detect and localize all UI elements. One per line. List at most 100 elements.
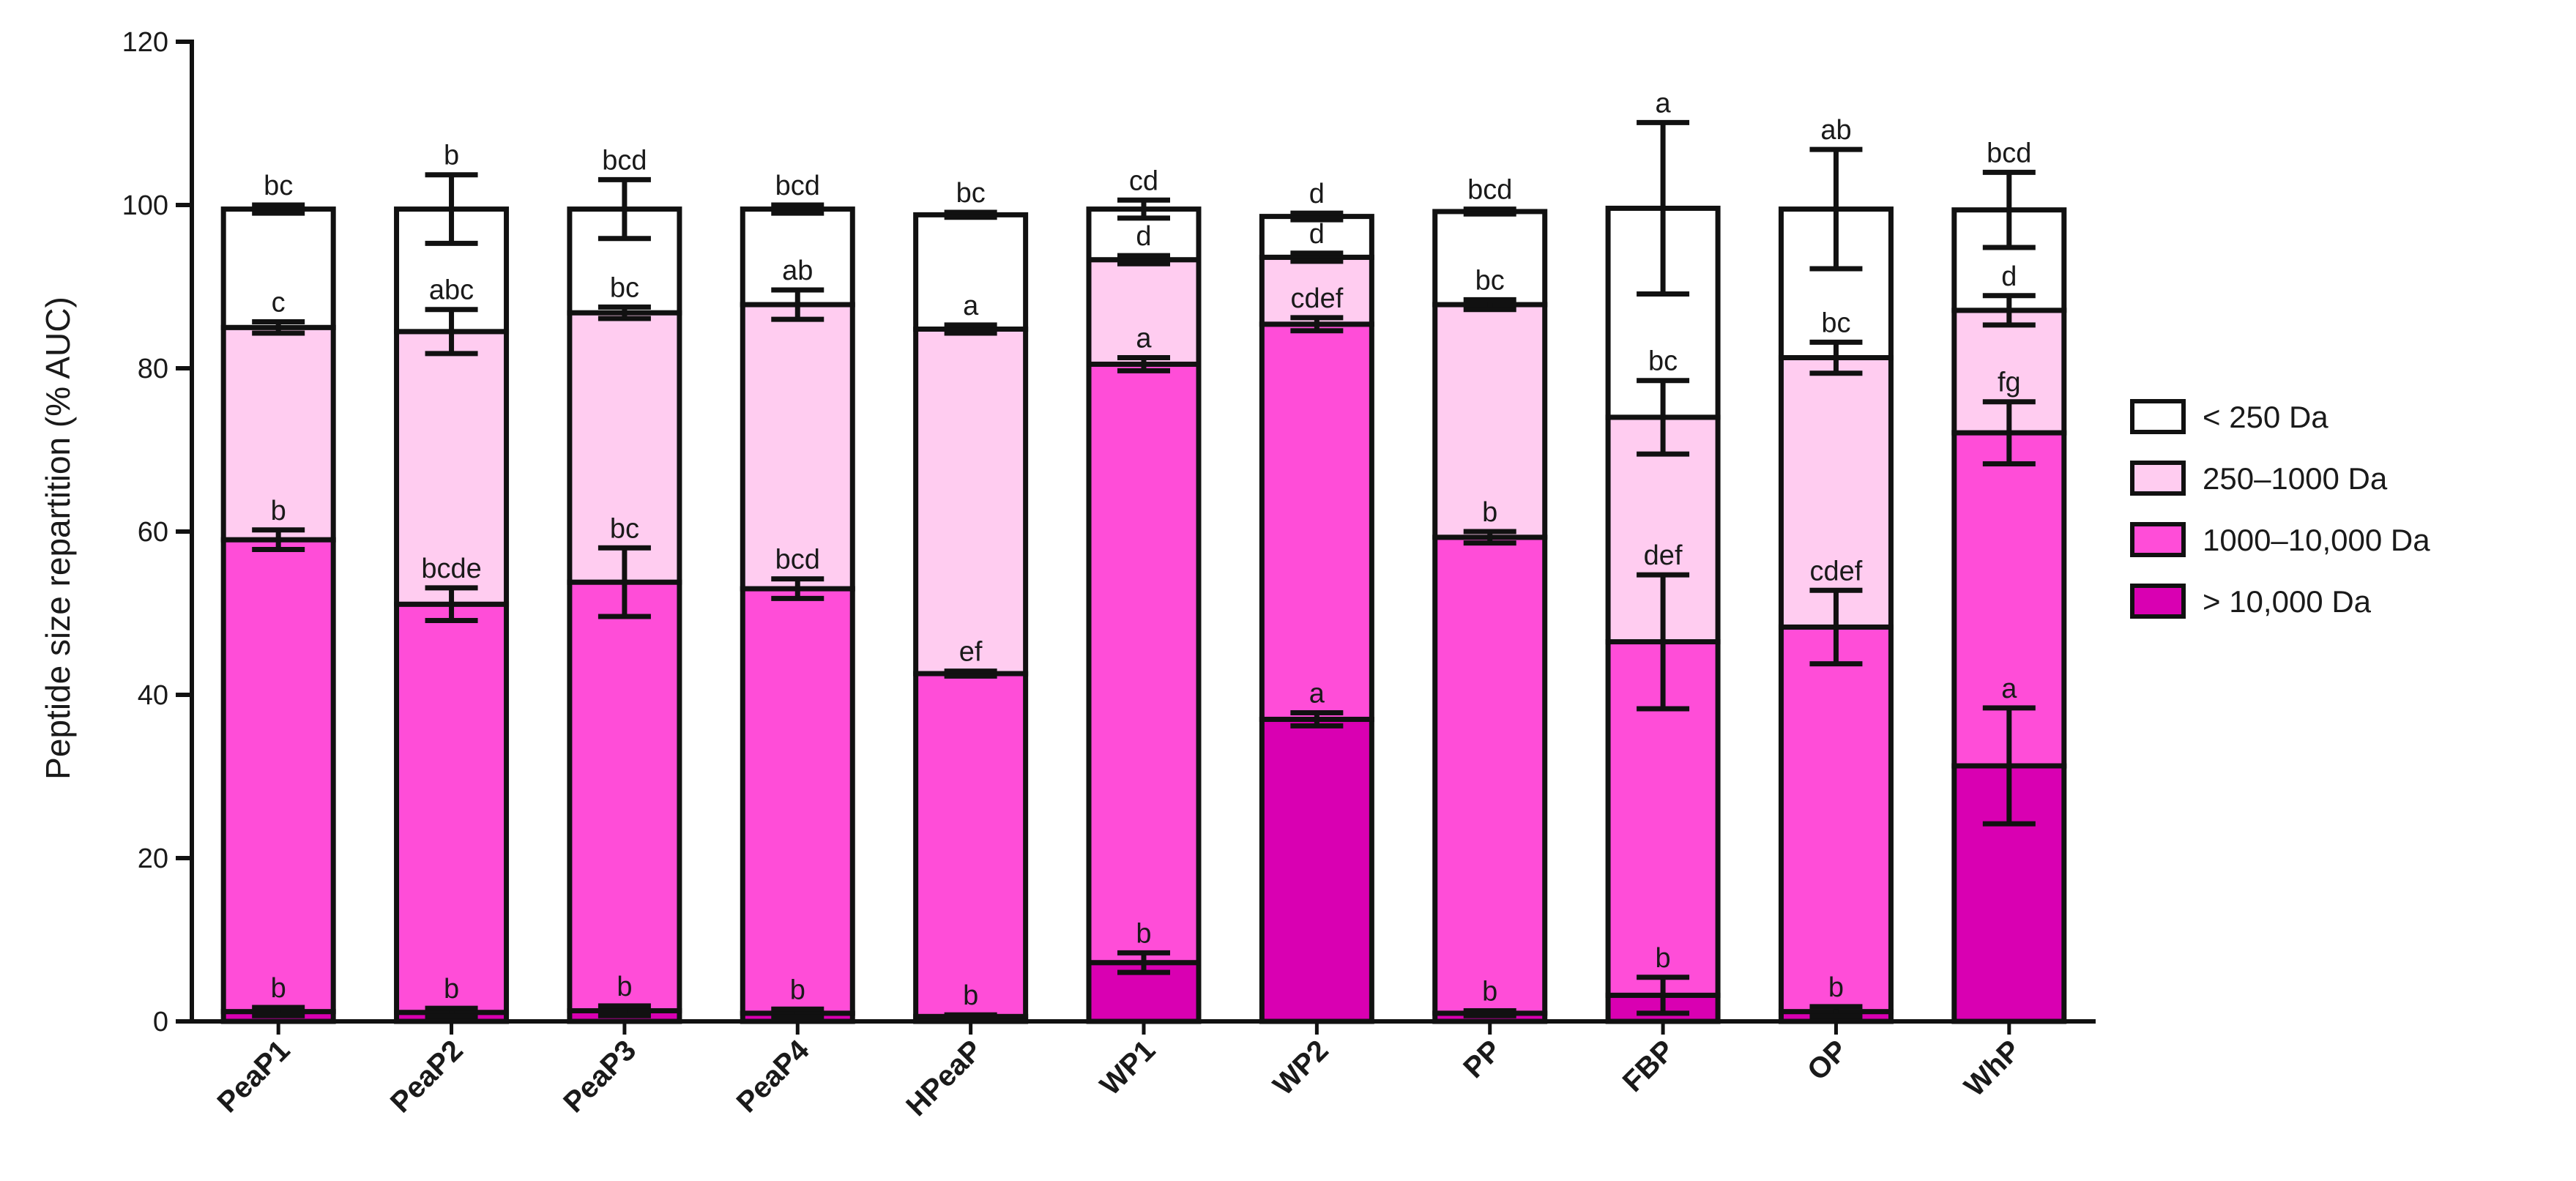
- bar-segment: [220, 537, 336, 1015]
- bar-segment: [913, 326, 1029, 677]
- significance-label: a: [1136, 324, 1152, 354]
- significance-label: bc: [610, 272, 639, 303]
- significance-label: abc: [429, 275, 474, 306]
- significance-label: bcde: [421, 554, 481, 584]
- y-axis-label: Peptide size repartition (% AUC): [39, 297, 77, 780]
- bar-group-WP2: a cdef dd: [1259, 179, 1374, 1024]
- significance-label: b: [1656, 943, 1671, 974]
- bar-segment: [740, 586, 855, 1016]
- significance-label: bc: [264, 171, 293, 201]
- significance-label: d: [1309, 219, 1325, 250]
- bar-segment: [567, 579, 682, 1014]
- y-tick-label: 20: [138, 843, 168, 874]
- significance-label: fg: [1998, 368, 2021, 398]
- significance-label: b: [963, 980, 978, 1011]
- bar-group-PeaP3: b bc bc bcd: [567, 145, 682, 1024]
- bar-group-WP1: b a d cd: [1086, 165, 1202, 1024]
- significance-label: bcd: [775, 545, 820, 575]
- bar-segment: [394, 601, 510, 1016]
- bar-group-OP: b cdef bc ab: [1778, 115, 1894, 1024]
- significance-label: b: [1828, 972, 1844, 1003]
- bar-group-FBP: b def bc a: [1605, 88, 1721, 1024]
- significance-label: bcd: [1467, 175, 1512, 206]
- significance-label: ef: [959, 637, 983, 668]
- significance-label: b: [617, 972, 632, 1002]
- x-tick-label: WhP: [1958, 1034, 2027, 1103]
- y-tick-label: 100: [122, 190, 168, 221]
- x-tick-label: PeaP4: [731, 1034, 816, 1119]
- significance-label: c: [272, 287, 286, 318]
- legend-label: < 250 Da: [2203, 400, 2329, 434]
- bar-segment: [913, 212, 1029, 332]
- bar-segment: [913, 671, 1029, 1019]
- significance-label: ab: [782, 256, 813, 286]
- significance-label: b: [1136, 918, 1151, 949]
- y-tick-label: 60: [138, 517, 168, 548]
- bar-group-HPeaP: b ef a bc: [913, 178, 1029, 1024]
- significance-label: bcd: [1987, 138, 2031, 168]
- significance-label: cdef: [1810, 556, 1863, 586]
- bar-segment: [1086, 361, 1202, 966]
- significance-label: d: [2001, 261, 2017, 292]
- bar-group-PeaP2: b bcde abc b: [394, 141, 510, 1024]
- x-tick-label: OP: [1801, 1034, 1854, 1087]
- significance-label: bc: [956, 178, 986, 209]
- x-tick-label: WP1: [1094, 1034, 1161, 1101]
- x-tick-label: WP2: [1267, 1034, 1334, 1101]
- significance-label: bc: [1475, 265, 1505, 296]
- x-tick-label: HPeaP: [900, 1034, 989, 1122]
- bar-segment: [220, 324, 336, 543]
- legend-label: 250–1000 Da: [2203, 461, 2388, 496]
- x-tick-label: FBP: [1617, 1034, 1681, 1098]
- bar-segment: [1432, 302, 1548, 540]
- significance-label: b: [444, 141, 459, 171]
- significance-label: bcd: [775, 171, 820, 201]
- legend-swatch: [2130, 461, 2186, 496]
- legend-swatch: [2130, 399, 2186, 434]
- bar-segment: [1259, 321, 1374, 722]
- bar-group-WhP: a fg d bcd: [1951, 138, 2067, 1024]
- x-tick-label: PeaP1: [212, 1034, 297, 1119]
- significance-label: bcd: [602, 145, 647, 176]
- x-tick-label: PeaP2: [384, 1034, 469, 1119]
- bar-segment: [1432, 534, 1548, 1016]
- significance-label: b: [1482, 977, 1497, 1007]
- x-tick-label: PP: [1457, 1034, 1508, 1084]
- bar-group-PeaP4: b bcd ab bcd: [740, 171, 855, 1024]
- significance-label: a: [1656, 88, 1672, 119]
- x-tick-label: PeaP3: [557, 1034, 642, 1119]
- bar-segment: [1259, 716, 1374, 1024]
- significance-label: d: [1136, 221, 1151, 252]
- legend-label: > 10,000 Da: [2203, 584, 2372, 619]
- y-tick-label: 120: [122, 27, 168, 58]
- significance-label: cdef: [1290, 283, 1343, 314]
- significance-label: b: [271, 496, 286, 526]
- legend-label: 1000–10,000 Da: [2203, 523, 2430, 557]
- significance-label: a: [2001, 674, 2017, 704]
- significance-label: ab: [1820, 115, 1851, 146]
- significance-label: def: [1644, 540, 1683, 571]
- legend-swatch: [2130, 584, 2186, 619]
- legend-item: < 250 Da: [2130, 399, 2329, 434]
- bar-segment: [1778, 624, 1894, 1015]
- bar-group-PP: b b bc bcd: [1432, 175, 1548, 1024]
- y-tick-label: 0: [153, 1007, 168, 1037]
- significance-label: b: [1482, 497, 1497, 528]
- significance-label: bc: [1821, 308, 1850, 338]
- significance-label: a: [1309, 679, 1325, 709]
- legend-item: 1000–10,000 Da: [2130, 522, 2430, 557]
- significance-label: d: [1309, 179, 1325, 209]
- significance-label: bc: [610, 513, 639, 544]
- legend-swatch: [2130, 522, 2186, 557]
- significance-label: a: [963, 291, 979, 321]
- legend: < 250 Da 250–1000 Da 1000–10,000 Da > 10,00…: [2130, 399, 2430, 619]
- significance-label: b: [790, 975, 805, 1005]
- significance-label: b: [271, 973, 286, 1004]
- significance-label: b: [444, 974, 459, 1005]
- significance-label: cd: [1129, 165, 1158, 196]
- bar-segment: [567, 310, 682, 585]
- y-tick-label: 80: [138, 354, 168, 384]
- plot-area: bbcbcbbcdeabcbbbcbcbcdbbcdabbcdbefabcbad…: [220, 88, 2067, 1024]
